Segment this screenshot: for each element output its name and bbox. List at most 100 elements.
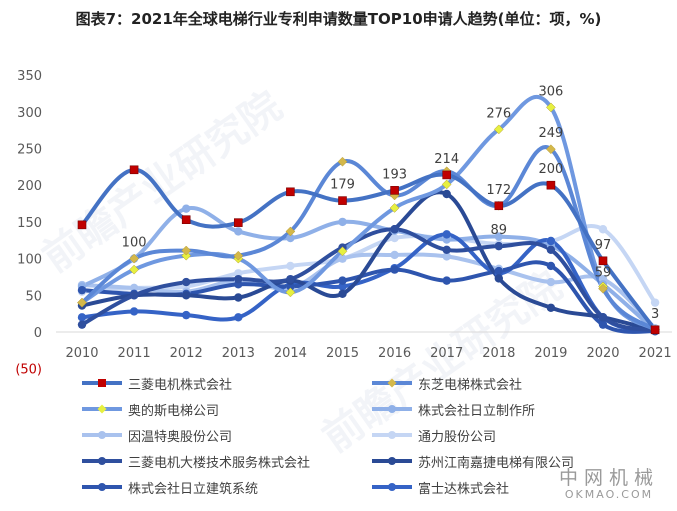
circle-marker-icon [286, 282, 295, 291]
legend-swatch-icon [82, 457, 122, 465]
circle-marker-icon [234, 313, 243, 322]
diamond-marker-icon [129, 264, 139, 275]
diamond-marker-icon [546, 144, 556, 155]
legend-item: 东芝电梯株式会社 [370, 373, 522, 393]
circle-marker-icon [390, 265, 399, 274]
circle-marker-icon [338, 276, 347, 285]
data-label: 200 [538, 162, 563, 177]
legend-label: 苏州江南嘉捷电梯有限公司 [418, 455, 575, 471]
line-chart: (50) 0 50 100 150 200 250 300 350 2010 2011 2012 201… [15, 69, 672, 378]
circle-marker-icon [546, 303, 556, 312]
square-marker-icon [598, 256, 608, 266]
legend-label: 通力股份公司 [418, 429, 497, 445]
legend-swatch-icon [82, 483, 122, 491]
diamond-marker-icon [77, 297, 87, 308]
square-marker-icon [234, 218, 243, 227]
x-tick-label: 2013 [222, 346, 255, 361]
x-tick-label: 2014 [274, 346, 307, 361]
circle-marker-icon [286, 274, 295, 284]
circle-marker-icon [390, 250, 399, 260]
data-label: 97 [595, 238, 612, 253]
circle-marker-icon [598, 320, 608, 329]
data-label: 306 [538, 84, 563, 99]
legend-item: 株式会社日立制作所 [370, 399, 535, 419]
legend-swatch-icon [372, 483, 412, 491]
data-label: 3 [651, 307, 659, 322]
circle-marker-icon [442, 245, 451, 254]
circle-marker-icon [286, 233, 295, 243]
logo-cn: 中网机械 [558, 467, 659, 489]
circle-marker-icon [234, 227, 243, 236]
series-line [80, 145, 658, 332]
circle-marker-icon [77, 285, 87, 295]
legend-item: 通力股份公司 [370, 425, 496, 445]
data-label: 59 [595, 266, 612, 281]
legend-label: 株式会社日立制作所 [418, 403, 536, 419]
circle-marker-icon [338, 217, 347, 227]
x-tick-label: 2018 [482, 346, 515, 361]
circle-marker-icon [442, 276, 451, 285]
circle-marker-icon [234, 269, 243, 278]
circle-marker-icon [390, 233, 399, 243]
circle-marker-icon [494, 241, 503, 251]
x-tick-label: 2012 [170, 346, 203, 361]
y-tick-label: 200 [17, 179, 42, 194]
legend-swatch-icon [82, 431, 122, 439]
y-tick-label: 50 [25, 289, 42, 304]
data-label: 214 [434, 152, 459, 167]
circle-marker-icon [546, 245, 556, 254]
diamond-marker-icon [181, 250, 192, 261]
data-label: 89 [491, 223, 508, 238]
legend-label: 因温特奥股份公司 [128, 429, 233, 445]
data-label: 276 [486, 106, 511, 121]
data-label: 172 [486, 183, 511, 198]
circle-marker-icon [390, 225, 399, 234]
circle-marker-icon [286, 261, 295, 271]
diamond-marker-icon [598, 283, 608, 294]
diamond-marker-icon [285, 226, 296, 237]
data-label: 100 [122, 236, 147, 251]
x-tick-label: 2019 [534, 346, 567, 361]
legend-item: 奥的斯电梯公司 [80, 399, 219, 419]
circle-marker-icon [494, 266, 503, 276]
y-tick-label: 250 [17, 143, 42, 158]
circle-marker-icon [182, 277, 191, 287]
diamond-marker-icon [337, 246, 348, 257]
diamond-marker-icon [181, 245, 192, 256]
legend-label: 东芝电梯株式会社 [418, 377, 523, 393]
legend-swatch-icon [372, 378, 412, 388]
y-tick-label: 0 [34, 326, 42, 341]
logo-en: OKMAO.COM [564, 488, 654, 501]
y-tick-label: 350 [17, 69, 42, 84]
circle-marker-icon [546, 236, 556, 246]
legend-item: 因温特奥股份公司 [80, 425, 232, 445]
circle-marker-icon [598, 225, 608, 234]
y-tick-label: 100 [17, 253, 42, 268]
legend-swatch-icon [82, 404, 122, 414]
circle-marker-icon [77, 320, 87, 329]
square-marker-icon [546, 180, 556, 190]
circle-marker-icon [442, 230, 451, 239]
circle-marker-icon [546, 277, 556, 287]
data-label: 249 [538, 126, 563, 141]
diamond-marker-icon [441, 179, 452, 190]
circle-marker-icon [77, 313, 87, 322]
square-marker-icon [129, 165, 139, 175]
x-tick-label: 2010 [65, 346, 98, 361]
diamond-marker-icon [493, 124, 504, 135]
circle-marker-icon [129, 283, 139, 293]
y-tick-label: 300 [17, 106, 42, 121]
diamond-marker-icon [546, 102, 556, 113]
data-label: 193 [382, 167, 407, 182]
diamond-marker-icon [285, 287, 296, 298]
circle-marker-icon [442, 189, 451, 199]
legend-item: 株式会社日立建筑系统 [80, 477, 258, 497]
circle-marker-icon [442, 252, 451, 261]
square-marker-icon [181, 215, 191, 224]
circle-marker-icon [182, 310, 191, 320]
circle-marker-icon [182, 204, 191, 213]
legend-label: 富士达株式会社 [418, 481, 510, 497]
series-line [80, 167, 658, 332]
circle-marker-icon [129, 307, 139, 316]
x-tick-label: 2016 [378, 346, 411, 361]
